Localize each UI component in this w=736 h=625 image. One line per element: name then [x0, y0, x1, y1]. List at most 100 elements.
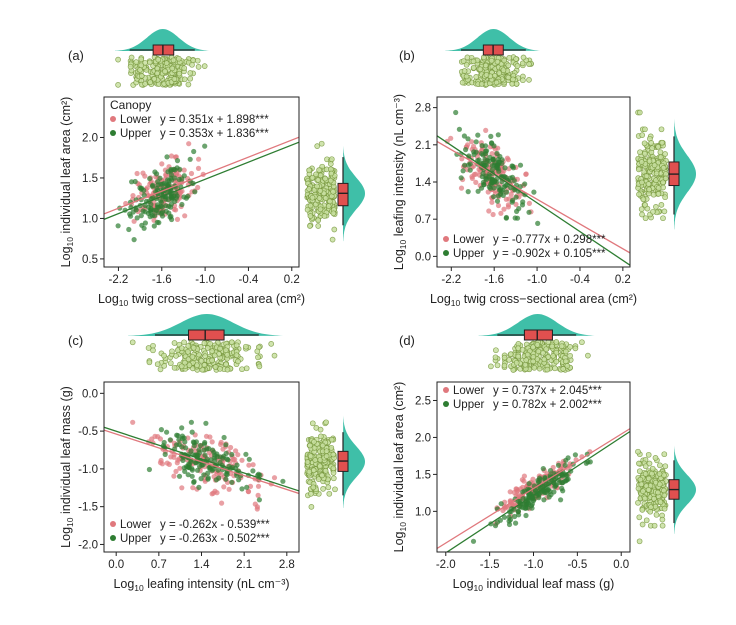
point-upper [522, 505, 528, 511]
top-jitter-point [464, 54, 471, 61]
right-jitter-point [660, 215, 666, 222]
top-jitter-point [170, 57, 177, 64]
top-jitter-point [256, 363, 263, 370]
legend-title: Canopy [110, 98, 151, 112]
y-axis-label-part: Log [59, 246, 73, 267]
point-upper [256, 497, 262, 503]
top-jitter-point [243, 365, 250, 372]
right-density [343, 415, 365, 508]
panel-label: (a) [68, 48, 84, 63]
legend-marker-upper [443, 250, 449, 256]
top-jitter-point [492, 354, 499, 361]
right-jitter-point [320, 486, 326, 492]
x-tick-label: -2.2 [109, 274, 129, 286]
point-upper [158, 203, 164, 209]
right-jitter-point [659, 516, 666, 523]
top-jitter-point [195, 64, 202, 70]
top-jitter-point [204, 345, 211, 351]
top-jitter-point [217, 345, 223, 352]
y-axis-label: Log10 individual leaf mass (g) [59, 386, 75, 548]
right-jitter-point [332, 486, 338, 493]
point-upper [229, 479, 235, 485]
x-tick-label: 0.2 [615, 274, 631, 286]
top-jitter-point [223, 347, 229, 354]
top-jitter-point [202, 353, 209, 359]
top-jitter-point [173, 353, 179, 359]
plot-area [437, 428, 630, 552]
top-jitter-point [552, 365, 558, 372]
top-jitter-point [544, 366, 551, 373]
top-jitter-point [161, 363, 168, 369]
top-jitter-point [520, 77, 526, 84]
point-upper [212, 452, 218, 458]
top-jitter-point [115, 82, 121, 88]
plot-area [437, 109, 630, 266]
top-jitter-point [138, 62, 145, 69]
right-jitter-point [329, 236, 336, 243]
point-upper [489, 140, 495, 146]
point-upper [146, 466, 152, 473]
right-jitter-point [322, 195, 329, 201]
legend-equation: y = 0.782x + 2.002*** [493, 399, 602, 411]
point-upper [562, 462, 568, 468]
top-marginal [115, 29, 211, 88]
point-upper [202, 439, 208, 446]
top-jitter-point [522, 361, 529, 368]
point-upper [463, 147, 469, 153]
x-tick-label: 0.0 [108, 559, 124, 571]
right-jitter-point [330, 188, 336, 195]
right-jitter-point [639, 507, 646, 513]
right-jitter-point [317, 172, 324, 179]
point-upper [243, 451, 249, 457]
right-jitter-point [642, 215, 649, 222]
point-upper [174, 158, 181, 164]
point-upper [180, 457, 186, 463]
point-lower [131, 218, 137, 224]
right-jitter-point [327, 198, 333, 205]
top-jitter-point [535, 348, 542, 355]
legend-label: Lower [120, 114, 151, 126]
top-jitter-point [233, 342, 240, 349]
right-jitter-point [640, 488, 646, 495]
point-upper [203, 420, 209, 426]
point-upper [169, 177, 175, 183]
top-jitter-point [473, 74, 480, 80]
right-jitter-point [653, 204, 659, 210]
right-jitter-point [645, 475, 652, 482]
point-upper [198, 476, 204, 482]
point-lower [507, 489, 513, 495]
point-upper [239, 486, 245, 492]
top-jitter-point [157, 366, 164, 373]
point-upper [494, 165, 500, 171]
point-upper [280, 478, 286, 484]
point-lower [209, 439, 215, 445]
right-jitter-point [649, 470, 655, 477]
right-jitter-point [652, 455, 659, 461]
right-jitter-point [331, 226, 338, 233]
legend-label: Lower [453, 385, 484, 397]
point-upper [517, 162, 524, 168]
point-lower [489, 151, 495, 157]
point-upper [480, 152, 486, 158]
point-upper [544, 490, 550, 496]
right-jitter-point [641, 150, 648, 157]
right-jitter-point [318, 433, 324, 440]
point-upper [481, 182, 487, 188]
top-jitter-point [201, 340, 208, 347]
point-upper [201, 447, 207, 453]
point-upper [202, 143, 208, 149]
legend-equation: y = -0.777x + 0.298*** [493, 234, 606, 246]
top-jitter-point [235, 358, 241, 365]
point-upper [185, 472, 191, 478]
top-jitter-point [553, 339, 560, 345]
right-jitter-point [656, 481, 663, 488]
point-upper [193, 460, 199, 466]
point-upper [535, 220, 541, 226]
top-jitter-point [217, 366, 223, 372]
x-axis-label-part: twig cross−sectional area (cm²) [128, 292, 305, 306]
legend: Lower y = 0.737x + 2.045*** Upper y = 0.782… [443, 385, 602, 411]
right-jitter-point [657, 462, 663, 469]
right-jitter-point [635, 166, 642, 173]
x-axis-label-part: Log [113, 577, 134, 591]
top-jitter-point [541, 356, 548, 363]
